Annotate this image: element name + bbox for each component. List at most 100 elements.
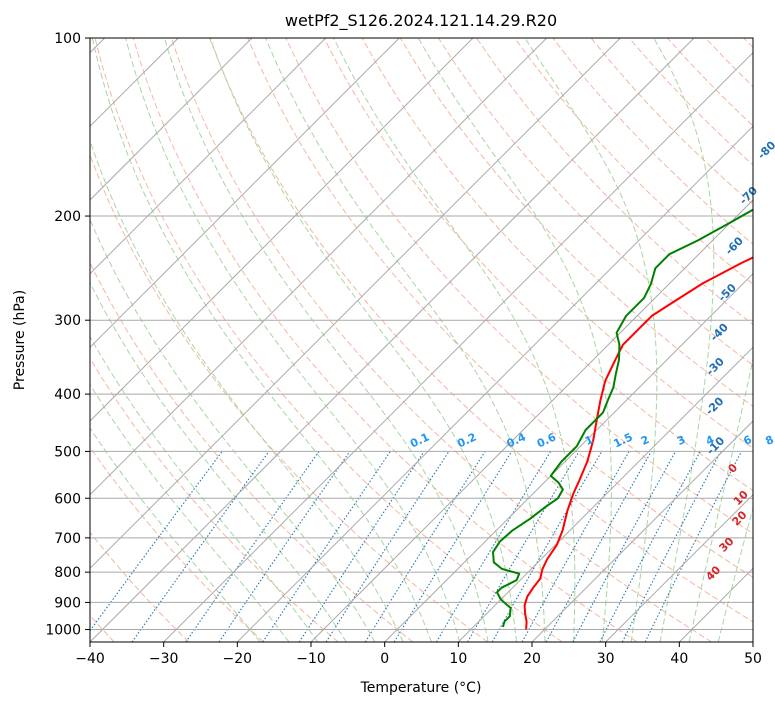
x-axis-title: Temperature (°C) [360, 680, 482, 696]
mixing-ratio-line [545, 451, 652, 642]
x-tick-label: 0 [380, 651, 389, 667]
y-axis-title: Pressure (hPa) [12, 290, 28, 390]
moist-adiabat-line [163, 38, 489, 642]
mixing-ratio-line [393, 451, 513, 642]
moist-adiabat-line [417, 38, 612, 642]
y-tick-label: 600 [54, 491, 81, 507]
mixing-ratio-line [90, 451, 223, 632]
moist-adiabat-line [90, 383, 290, 642]
isotherm-line [90, 38, 695, 642]
x-tick-label: 10 [449, 651, 467, 667]
mixing-ratio-line [621, 451, 722, 642]
y-tick-label: 800 [54, 565, 81, 581]
isotherm-line [531, 420, 753, 642]
moist-adiabat-line [90, 281, 347, 642]
x-tick-label: −10 [296, 651, 326, 667]
dry-adiabat-line [247, 38, 753, 578]
moist-adiabat-line [209, 38, 517, 642]
dry-adiabat-line [209, 38, 753, 623]
moist-adiabat-line [91, 38, 432, 642]
y-tick-label: 200 [54, 209, 81, 225]
mixing-ratio-line [262, 451, 391, 642]
mixing-ratio-line [644, 451, 742, 642]
mixing-ratio-label: 6 [741, 433, 754, 448]
y-tick-label: 700 [54, 531, 81, 547]
dry-adiabat-line [132, 38, 638, 642]
mixing-ratio-line [364, 451, 486, 642]
isotherm-line [236, 125, 753, 642]
mixing-ratio-line [599, 451, 701, 642]
plot-frame [89, 37, 754, 643]
dry-adiabat-line [94, 38, 563, 642]
dry-adiabat-line [90, 153, 488, 642]
mixing-ratio-line [218, 451, 351, 642]
dry-adiabat-line [476, 38, 753, 326]
mixing-ratio-line [521, 451, 630, 642]
dry-adiabat-label: -30 [704, 355, 727, 378]
y-tick-label: 400 [54, 387, 81, 403]
isotherm-line [310, 199, 753, 642]
isotherm-line [90, 38, 400, 349]
isotherm-line [90, 38, 253, 201]
dry-adiabat-line [514, 38, 753, 285]
moist-adiabat-label: 10 [731, 488, 751, 508]
y-tick-label: 500 [54, 444, 81, 460]
dry-adiabat-label: -80 [755, 138, 775, 161]
dry-adiabat-label: -50 [716, 281, 739, 304]
isotherm-line [90, 38, 474, 422]
moist-adiabat-line [653, 38, 715, 642]
isotherm-line [163, 51, 753, 642]
mixing-ratio-line [131, 451, 270, 642]
x-tick-label: 40 [670, 651, 688, 667]
mixing-ratio-line [572, 451, 676, 642]
dry-adiabat-line [90, 531, 190, 642]
x-tick-label: 50 [744, 651, 762, 667]
moist-adiabat-line [90, 335, 319, 642]
isotherm-line [90, 38, 327, 275]
moist-adiabat-line [265, 38, 546, 642]
moist-adiabat-line [90, 218, 376, 642]
isotherm-line [605, 493, 753, 642]
y-tick-label: 1000 [45, 622, 81, 638]
isotherm-line [752, 641, 753, 642]
y-tick-label: 300 [54, 313, 81, 329]
mixing-ratio-label: 0.1 [408, 430, 431, 450]
moist-adiabat-line [90, 139, 404, 642]
x-tick-label: −20 [223, 651, 253, 667]
dry-adiabat-line [90, 261, 414, 642]
profile-series-1 [523, 256, 753, 630]
mixing-ratio-label: 8 [763, 433, 775, 448]
moist-adiabat-line [688, 356, 753, 642]
y-tick-label: 100 [54, 31, 81, 47]
mixing-ratio-line [435, 451, 552, 642]
moist-adiabat-line [524, 38, 658, 642]
chart-title: wetPf2_S126.2024.121.14.29.R20 [285, 11, 557, 31]
y-tick-label: 900 [54, 595, 81, 611]
x-tick-label: −30 [149, 651, 179, 667]
mixing-ratio-label: 3 [675, 433, 687, 448]
dry-adiabat-label: -60 [723, 234, 746, 257]
dry-adiabat-line [90, 357, 339, 642]
mixing-ratio-label: 0.2 [455, 430, 478, 450]
x-tick-label: 30 [597, 651, 615, 667]
dry-adiabat-line [743, 38, 753, 49]
dry-adiabat-label: -70 [737, 184, 760, 207]
dry-adiabat-line [437, 38, 753, 366]
dry-adiabat-line [170, 38, 712, 642]
moist-adiabat-line [333, 38, 576, 642]
mixing-ratio-label: 0.4 [505, 430, 528, 450]
mixing-ratio-line [325, 451, 450, 642]
dry-adiabat-line [90, 446, 264, 642]
moist-adiabat-line [90, 427, 261, 642]
mixing-ratio-line [298, 451, 425, 642]
mixing-ratio-label: 2 [639, 433, 651, 448]
isotherm-line [90, 38, 621, 570]
x-tick-label: 20 [523, 651, 541, 667]
isotherm-line [90, 38, 548, 496]
moist-adiabat-line [125, 38, 461, 642]
x-tick-label: −40 [75, 651, 105, 667]
mixing-ratio-line [185, 451, 320, 642]
isotherm-line [384, 272, 753, 642]
moist-adiabat-label: 20 [730, 508, 750, 528]
